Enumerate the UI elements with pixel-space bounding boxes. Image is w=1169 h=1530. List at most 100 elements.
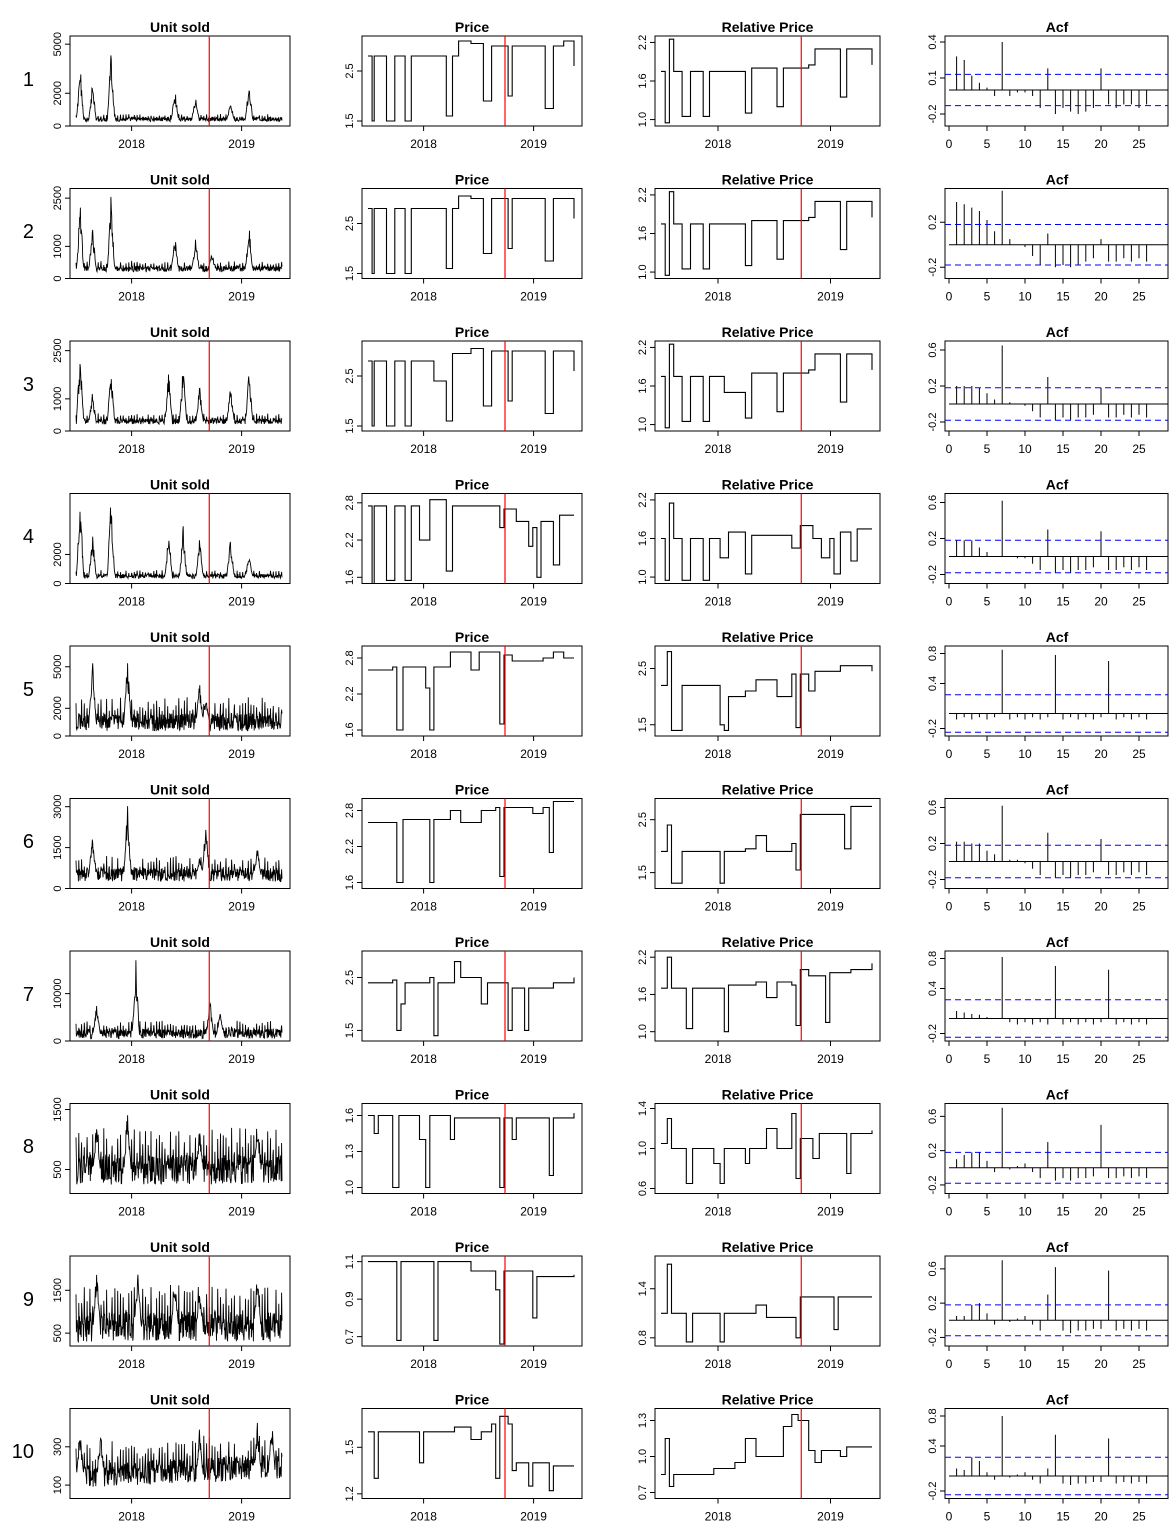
row9-acf-ytick-label-0: -0.2 xyxy=(927,1328,939,1347)
row5-unit-sold-series-line xyxy=(75,663,283,732)
row4-unit-sold-title: Unit sold xyxy=(150,477,210,493)
row8-price-ytick-label-1: 1.3 xyxy=(344,1144,356,1159)
row4-unit-sold-xtick-label-1: 2019 xyxy=(228,595,255,609)
row1-relative-price-ytick-label-1: 1.6 xyxy=(637,73,649,88)
row8-unit-sold-frame xyxy=(69,1103,291,1194)
row8-unit-sold-ytick-label-0: 500 xyxy=(52,1160,64,1178)
row5-price-ytick-label-2: 2.8 xyxy=(344,650,356,665)
row10-relative-price-frame xyxy=(654,1408,881,1499)
row8-price-series-line xyxy=(368,1113,575,1189)
row10-relative-price-ytick-label-0: 0.7 xyxy=(637,1485,649,1500)
row6-relative-price-ytick-label-0: 1.5 xyxy=(637,865,649,880)
row4-unit-sold-ytick-label-1: 2000 xyxy=(52,542,64,566)
row8-unit-sold-series-line xyxy=(75,1115,283,1185)
row2-price-xtick-label-0: 2018 xyxy=(410,290,437,304)
row2-relative-price-ytick-label-1: 1.6 xyxy=(637,226,649,241)
row2-acf-frame xyxy=(944,188,1169,279)
row5-relative-price-title: Relative Price xyxy=(722,629,814,645)
row3-relative-price-ytick-label-1: 1.6 xyxy=(637,378,649,393)
row5-acf-xtick-label-3: 15 xyxy=(1056,747,1070,761)
row4-price-xtick-label-0: 2018 xyxy=(410,595,437,609)
row7-price-ytick-label-0: 1.5 xyxy=(344,1023,356,1038)
row2-unit-sold-ytick-label-1: 1000 xyxy=(52,234,64,258)
row-label-9: 9 xyxy=(22,1289,34,1311)
row4-acf-title: Acf xyxy=(1046,477,1069,493)
row8-unit-sold-ytick-label-1: 1500 xyxy=(52,1097,64,1121)
row1-relative-price-xtick-label-1: 2019 xyxy=(817,137,844,151)
row1-acf-xtick-label-2: 10 xyxy=(1018,137,1032,151)
row9-acf-xtick-label-3: 15 xyxy=(1056,1357,1070,1371)
row9-relative-price-ytick-label-0: 0.8 xyxy=(637,1330,649,1345)
row8-unit-sold-xtick-label-1: 2019 xyxy=(228,1205,255,1219)
row7-relative-price-ytick-label-0: 1.0 xyxy=(637,1024,649,1039)
row4-price-xtick-label-1: 2019 xyxy=(520,595,547,609)
row6-price-frame xyxy=(361,798,583,889)
row4-acf-xtick-label-0: 0 xyxy=(946,595,953,609)
row10-relative-price-ytick-label-1: 1.0 xyxy=(637,1449,649,1464)
row10-unit-sold-series-line xyxy=(75,1422,283,1487)
row3-unit-sold-ytick-label-0: 0 xyxy=(52,428,64,434)
row10-price-ytick-label-0: 1.2 xyxy=(344,1486,356,1501)
row10-price-xtick-label-0: 2018 xyxy=(410,1510,437,1524)
row7-relative-price-xtick-label-1: 2019 xyxy=(817,1052,844,1066)
row7-relative-price-title: Relative Price xyxy=(722,934,814,950)
row1-relative-price-ytick-label-0: 1.0 xyxy=(637,112,649,127)
row8-acf-ytick-label-1: 0.2 xyxy=(927,1143,939,1158)
row5-acf-xtick-label-5: 25 xyxy=(1132,747,1146,761)
row1-unit-sold-ytick-label-2: 5000 xyxy=(52,32,64,56)
row7-acf-xtick-label-1: 5 xyxy=(984,1052,991,1066)
row1-acf-ytick-label-1: 0.1 xyxy=(927,70,939,85)
row2-unit-sold-series-line xyxy=(75,196,283,274)
row6-unit-sold-ytick-label-1: 1500 xyxy=(52,835,64,859)
row1-price-series-line xyxy=(368,40,575,122)
row10-acf-ytick-label-2: 0.8 xyxy=(927,1408,939,1423)
row2-price-series-line xyxy=(368,195,575,275)
row3-relative-price-ytick-label-0: 1.0 xyxy=(637,417,649,432)
row9-unit-sold-ytick-label-1: 1500 xyxy=(52,1278,64,1302)
row6-acf-xtick-label-4: 20 xyxy=(1094,900,1108,914)
row6-price-series-line xyxy=(368,800,574,884)
row8-acf-xtick-label-2: 10 xyxy=(1018,1205,1032,1219)
row2-acf-title: Acf xyxy=(1046,172,1069,188)
row10-unit-sold-frame xyxy=(69,1408,291,1499)
row8-acf-xtick-label-1: 5 xyxy=(984,1205,991,1219)
row7-acf-xtick-label-2: 10 xyxy=(1018,1052,1032,1066)
row10-unit-sold-xtick-label-0: 2018 xyxy=(118,1510,145,1524)
row10-acf-title: Acf xyxy=(1046,1392,1069,1408)
row3-unit-sold-xtick-label-0: 2018 xyxy=(118,442,145,456)
row3-acf-xtick-label-5: 25 xyxy=(1132,442,1146,456)
row3-price-series-line xyxy=(368,347,575,427)
row2-unit-sold-ytick-label-2: 2500 xyxy=(52,186,64,210)
row7-acf-title: Acf xyxy=(1046,934,1069,950)
row7-unit-sold-xtick-label-0: 2018 xyxy=(118,1052,145,1066)
row1-acf-ytick-label-0: -0.2 xyxy=(927,105,939,124)
row5-price-xtick-label-1: 2019 xyxy=(520,747,547,761)
row8-price-frame xyxy=(361,1103,583,1194)
row4-acf-xtick-label-5: 25 xyxy=(1132,595,1146,609)
row6-acf-ytick-label-2: 0.6 xyxy=(927,800,939,815)
row9-unit-sold-frame xyxy=(69,1255,291,1347)
row2-unit-sold-title: Unit sold xyxy=(150,172,210,188)
row3-unit-sold-title: Unit sold xyxy=(150,324,210,340)
row7-price-ytick-label-1: 2.5 xyxy=(344,970,356,985)
row9-price-frame xyxy=(361,1255,583,1347)
row3-price-title: Price xyxy=(455,324,489,340)
row9-unit-sold-ytick-label-0: 500 xyxy=(52,1324,64,1342)
row6-unit-sold-title: Unit sold xyxy=(150,782,210,798)
row7-price-series-line xyxy=(368,961,575,1037)
row7-relative-price-ytick-label-1: 1.6 xyxy=(637,987,649,1002)
row-label-5: 5 xyxy=(22,679,34,701)
row6-price-xtick-label-1: 2019 xyxy=(520,900,547,914)
row5-acf-ytick-label-0: -0.2 xyxy=(927,719,939,738)
row1-relative-price-series-line xyxy=(661,38,873,124)
row10-price-ytick-label-1: 1.5 xyxy=(344,1440,356,1455)
row3-unit-sold-frame xyxy=(69,340,291,432)
row7-acf-ytick-label-2: 0.8 xyxy=(927,951,939,966)
row5-acf-xtick-label-2: 10 xyxy=(1018,747,1032,761)
row4-unit-sold-ytick-label-0: 0 xyxy=(52,580,64,586)
row5-price-title: Price xyxy=(455,629,489,645)
row1-acf-title: Acf xyxy=(1046,19,1069,35)
row10-acf-frame xyxy=(944,1408,1169,1499)
row10-price-frame xyxy=(361,1408,583,1499)
row6-acf-xtick-label-3: 15 xyxy=(1056,900,1070,914)
